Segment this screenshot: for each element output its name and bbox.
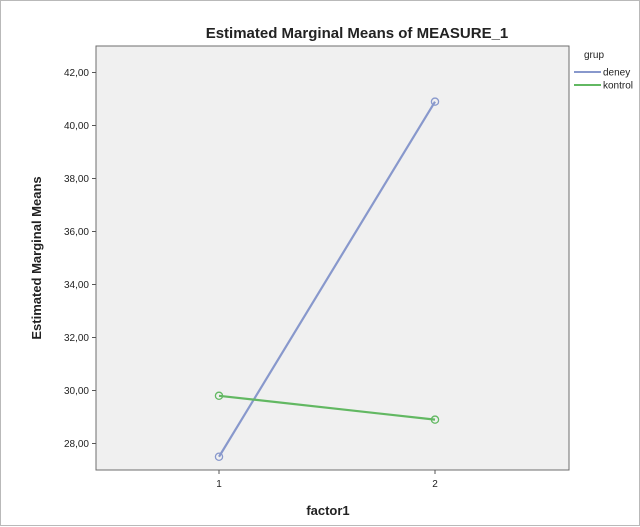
y-axis-label: Estimated Marginal Means: [29, 176, 44, 339]
legend-label-deney: deney: [603, 68, 630, 79]
legend: grup deney kontrol: [574, 50, 633, 92]
y-tick-label: 42,00: [64, 68, 89, 79]
y-axis-ticks: 28,00 30,00 32,00 34,00 36,00 38,00 40,00 42,00: [64, 68, 96, 450]
legend-items: deney kontrol: [574, 68, 633, 92]
y-tick-label: 36,00: [64, 227, 89, 238]
legend-title: grup: [584, 50, 604, 61]
plot-area: [95, 45, 570, 471]
chart-title: Estimated Marginal Means of MEASURE_1: [206, 25, 509, 42]
y-tick-label: 34,00: [64, 280, 89, 291]
x-tick-label: 2: [432, 479, 438, 490]
y-tick-label: 30,00: [64, 386, 89, 397]
data-point-deney: [430, 97, 440, 106]
series-line-deney: [218, 101, 436, 458]
y-tick-label: 38,00: [64, 174, 89, 185]
y-tick-label: 28,00: [64, 439, 89, 450]
x-tick-label: 1: [216, 479, 222, 490]
y-tick-label: 40,00: [64, 121, 89, 132]
y-tick-label: 32,00: [64, 333, 89, 344]
legend-label-kontrol: kontrol: [603, 81, 633, 92]
data-point-kontrol: [214, 391, 224, 401]
data-point-kontrol: [430, 415, 440, 424]
data-point-deney: [214, 452, 224, 461]
x-axis-label: factor1: [306, 503, 349, 518]
series-line-kontrol: [218, 394, 436, 421]
series-group: [214, 97, 440, 461]
